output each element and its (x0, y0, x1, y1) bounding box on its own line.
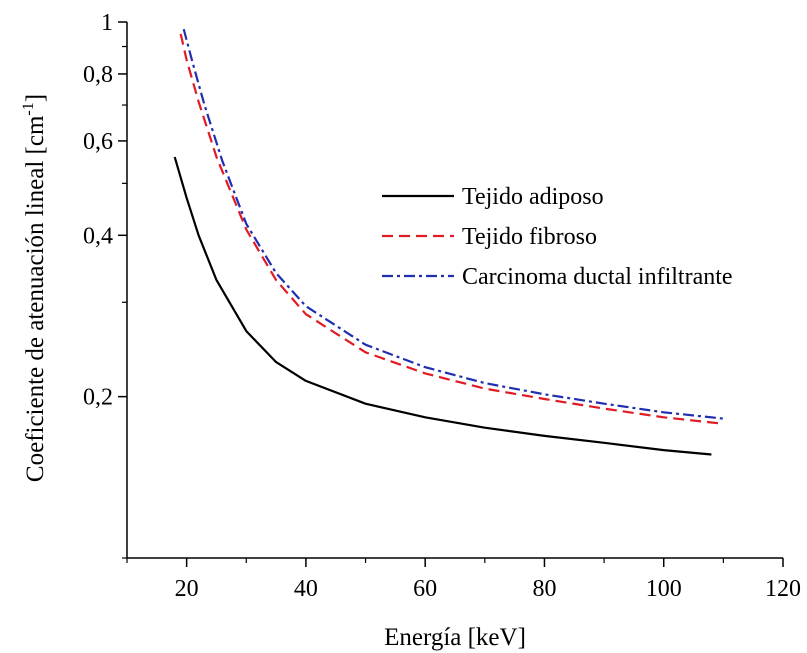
x-tick-label: 120 (765, 576, 801, 602)
y-axis-title: Coeficiente de atenuación lineal [cm-1] (20, 94, 49, 482)
legend-label: Carcinoma ductal infiltrante (462, 264, 733, 290)
x-tick-label: 20 (175, 576, 199, 602)
y-ticks-group: 0,2 0,4 0,6 0,8 1 (83, 10, 127, 559)
y-axis-title-close: ] (22, 94, 49, 102)
x-tick-label: 60 (413, 576, 437, 602)
y-axis-title-superscript: -1 (20, 102, 37, 115)
y-tick-label: 0,6 (83, 129, 113, 155)
y-tick-label: 1 (101, 10, 113, 36)
y-tick-label: 0,4 (83, 223, 113, 249)
x-axis-title: Energía [keV] (384, 624, 526, 651)
y-tick-label: 0,2 (83, 385, 113, 411)
legend: Tejido adiposo Tejido fibroso Carcinoma du… (382, 184, 733, 290)
series-line-tejido-fibroso (179, 33, 724, 425)
series-line-tejido-adiposo (173, 156, 712, 456)
x-ticks-group: 20 40 60 80 100 120 (126, 558, 801, 602)
x-tick-label: 100 (646, 576, 682, 602)
y-axis-title-main: Coeficiente de atenuación lineal [cm (22, 115, 49, 482)
axes-group (126, 22, 783, 559)
plot-series-group (173, 28, 724, 456)
y-tick-label: 0,8 (83, 62, 113, 88)
legend-label: Tejido adiposo (462, 184, 604, 210)
legend-label: Tejido fibroso (462, 224, 597, 250)
x-tick-label: 80 (532, 576, 556, 602)
x-tick-label: 40 (294, 576, 318, 602)
series-line-carcinoma-ductal-infiltrante (182, 28, 724, 420)
